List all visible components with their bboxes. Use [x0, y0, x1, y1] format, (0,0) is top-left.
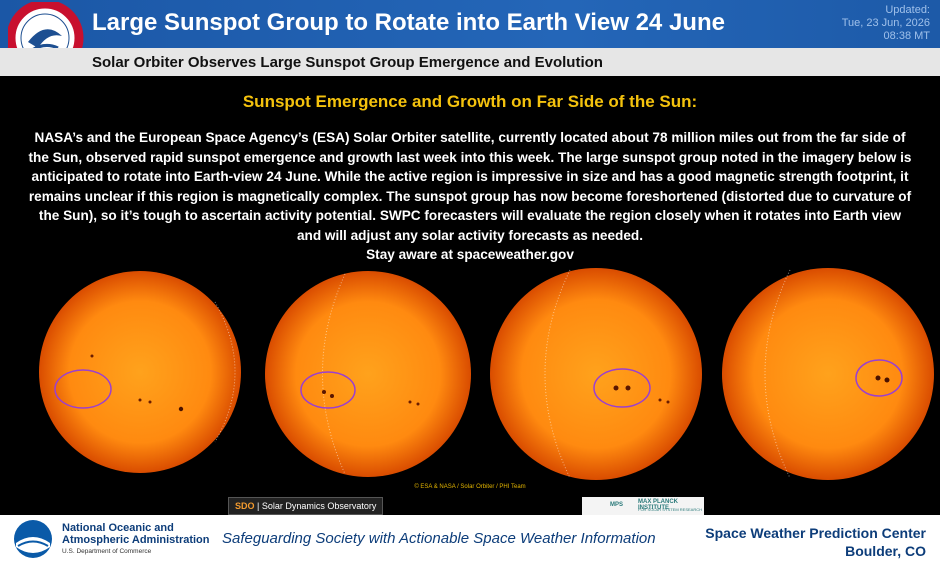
- heading: Sunspot Emergence and Growth on Far Side…: [242, 92, 698, 111]
- swpc-location: Boulder, CO: [845, 543, 926, 559]
- updated-label: Updated:: [885, 4, 930, 16]
- sdo-badge: SDO | Solar Dynamics Observatory: [228, 497, 384, 515]
- mps-abbr: MPS: [610, 502, 624, 508]
- swpc-name: Space Weather Prediction Center: [705, 525, 926, 541]
- paragraph-text: NASA’s and the European Space Agency’s (…: [28, 130, 912, 243]
- noaa-logo: [14, 520, 52, 558]
- closing-text: Stay aware at spaceweather.gov: [366, 247, 574, 262]
- header-bar: Large Sunspot Group to Rotate into Earth…: [0, 0, 940, 74]
- sun-images: [39, 268, 934, 480]
- mps-name: MAX PLANCK INSTITUTE: [638, 499, 678, 511]
- subtitle: Solar Orbiter Observes Large Sunspot Gro…: [92, 54, 603, 71]
- subtitle-bar: Solar Orbiter Observes Large Sunspot Gro…: [0, 48, 940, 76]
- sun-1: [39, 271, 241, 473]
- footer: National Oceanic and Atmospheric Adminis…: [0, 515, 940, 562]
- updated-time: 08:38 MT: [883, 30, 930, 42]
- mps-sub: FOR SOLAR SYSTEM RESEARCH: [638, 507, 703, 512]
- sun-3: [490, 268, 702, 480]
- noaa-line-2: Atmospheric Administration: [62, 534, 210, 546]
- noaa-line-1: National Oceanic and: [62, 522, 174, 534]
- paragraph: NASA’s and the European Space Agency’s (…: [28, 128, 912, 265]
- image-credit: © ESA & NASA / Solar Orbiter / PHI Team: [414, 484, 526, 490]
- title: Large Sunspot Group to Rotate into Earth…: [92, 9, 725, 36]
- updated-date: Tue, 23 Jun, 2026: [841, 17, 930, 29]
- updated: Updated: Tue, 23 Jun, 2026 08:38 MT: [842, 4, 930, 43]
- swpc: Space Weather Prediction Center Boulder,…: [705, 524, 926, 560]
- noaa-text: National Oceanic and Atmospheric Adminis…: [62, 522, 210, 558]
- sun-2: [265, 271, 471, 477]
- sdo-abbr: SDO: [235, 501, 255, 511]
- tagline: Safeguarding Society with Actionable Spa…: [222, 530, 656, 547]
- sdo-name: Solar Dynamics Observatory: [261, 501, 377, 511]
- sun-4: [722, 268, 934, 480]
- mps-badge: MPS MAX PLANCK INSTITUTE FOR SOLAR SYSTE…: [582, 497, 704, 515]
- noaa-line-3: U.S. Department of Commerce: [62, 548, 152, 555]
